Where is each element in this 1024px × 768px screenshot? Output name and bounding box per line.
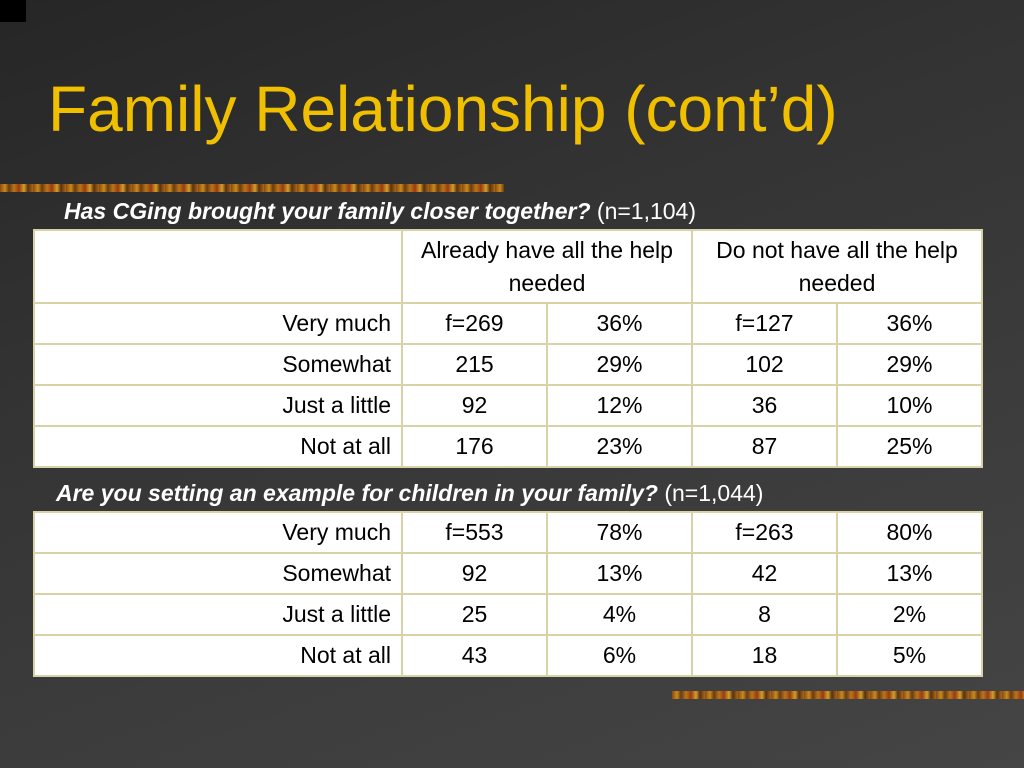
table-cell: 102 bbox=[691, 343, 838, 386]
table-cell: 25% bbox=[836, 425, 983, 468]
row-label: Very much bbox=[33, 302, 403, 345]
table-cell: 36% bbox=[546, 302, 693, 345]
table-row: Not at all 176 23% 87 25% bbox=[33, 425, 983, 468]
table-header-row: Already have all the help needed Do not … bbox=[33, 229, 983, 304]
question-1: Has CGing brought your family closer tog… bbox=[64, 198, 696, 225]
table-cell: 23% bbox=[546, 425, 693, 468]
table-row: Very much f=553 78% f=263 80% bbox=[33, 511, 983, 554]
table-cell: 13% bbox=[836, 552, 983, 595]
table-row: Somewhat 92 13% 42 13% bbox=[33, 552, 983, 595]
question-2-sample-size: (n=1,044) bbox=[657, 480, 764, 506]
table-cell: 36 bbox=[691, 384, 838, 427]
row-label: Just a little bbox=[33, 384, 403, 427]
bottom-decorative-bar bbox=[672, 691, 1024, 699]
table-cell: 6% bbox=[546, 634, 693, 677]
row-label: Somewhat bbox=[33, 552, 403, 595]
row-label: Somewhat bbox=[33, 343, 403, 386]
table-cell: 78% bbox=[546, 511, 693, 554]
table-cell: 13% bbox=[546, 552, 693, 595]
table-cell: 4% bbox=[546, 593, 693, 636]
corner-decoration bbox=[0, 0, 26, 22]
table-cell: 87 bbox=[691, 425, 838, 468]
table-cell: 2% bbox=[836, 593, 983, 636]
table-cell: 80% bbox=[836, 511, 983, 554]
row-label: Not at all bbox=[33, 425, 403, 468]
table-cell: 92 bbox=[401, 384, 548, 427]
slide-title: Family Relationship (cont’d) bbox=[48, 73, 838, 145]
table-family-closer: Already have all the help needed Do not … bbox=[33, 229, 983, 468]
table-cell: 36% bbox=[836, 302, 983, 345]
table-cell: 25 bbox=[401, 593, 548, 636]
table-row: Just a little 25 4% 8 2% bbox=[33, 593, 983, 636]
header-do-not-have-help: Do not have all the help needed bbox=[691, 229, 983, 304]
table-cell: f=127 bbox=[691, 302, 838, 345]
table-cell: f=269 bbox=[401, 302, 548, 345]
table-cell: 176 bbox=[401, 425, 548, 468]
table-row: Just a little 92 12% 36 10% bbox=[33, 384, 983, 427]
row-label: Just a little bbox=[33, 593, 403, 636]
table-cell: 10% bbox=[836, 384, 983, 427]
header-already-have-help: Already have all the help needed bbox=[401, 229, 693, 304]
question-1-sample-size: (n=1,104) bbox=[590, 198, 697, 224]
table-cell: 43 bbox=[401, 634, 548, 677]
table-cell: 29% bbox=[546, 343, 693, 386]
table-row: Not at all 43 6% 18 5% bbox=[33, 634, 983, 677]
table-cell: f=553 bbox=[401, 511, 548, 554]
table-cell: f=263 bbox=[691, 511, 838, 554]
table-cell: 42 bbox=[691, 552, 838, 595]
top-decorative-bar bbox=[0, 184, 504, 192]
table-cell: 12% bbox=[546, 384, 693, 427]
table-row: Somewhat 215 29% 102 29% bbox=[33, 343, 983, 386]
table-cell: 215 bbox=[401, 343, 548, 386]
table-row: Very much f=269 36% f=127 36% bbox=[33, 302, 983, 345]
table-cell: 5% bbox=[836, 634, 983, 677]
row-label: Not at all bbox=[33, 634, 403, 677]
table-setting-example: Very much f=553 78% f=263 80% Somewhat 9… bbox=[33, 511, 983, 677]
table-cell: 29% bbox=[836, 343, 983, 386]
question-2-text: Are you setting an example for children … bbox=[56, 480, 658, 506]
header-blank-cell bbox=[33, 229, 403, 304]
table-cell: 92 bbox=[401, 552, 548, 595]
table-cell: 8 bbox=[691, 593, 838, 636]
row-label: Very much bbox=[33, 511, 403, 554]
question-2: Are you setting an example for children … bbox=[56, 480, 763, 507]
question-1-text: Has CGing brought your family closer tog… bbox=[64, 198, 591, 224]
table-cell: 18 bbox=[691, 634, 838, 677]
